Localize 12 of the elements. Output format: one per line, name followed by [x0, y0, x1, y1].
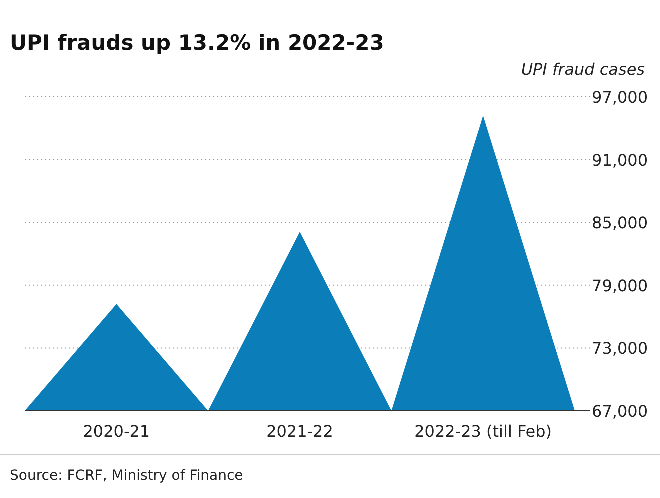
source-note: Source: FCRF, Ministry of Finance: [10, 468, 244, 484]
y-tick-label: 85,000: [592, 214, 648, 233]
chart-title: UPI frauds up 13.2% in 2022-23: [10, 31, 384, 55]
y-tick-label: 91,000: [592, 150, 648, 170]
y-tick-label: 67,000: [592, 402, 648, 421]
x-tick-label: 2020-21: [83, 422, 150, 441]
y-tick-label: 73,000: [592, 339, 648, 358]
y-axis-title: UPI fraud cases: [521, 60, 645, 79]
x-tick-label: 2021-22: [266, 422, 334, 441]
y-tick-label: 79,000: [592, 276, 648, 296]
x-tick-label: 2022-23 (till Feb): [414, 422, 552, 441]
y-tick-label: 97,000: [592, 88, 648, 107]
